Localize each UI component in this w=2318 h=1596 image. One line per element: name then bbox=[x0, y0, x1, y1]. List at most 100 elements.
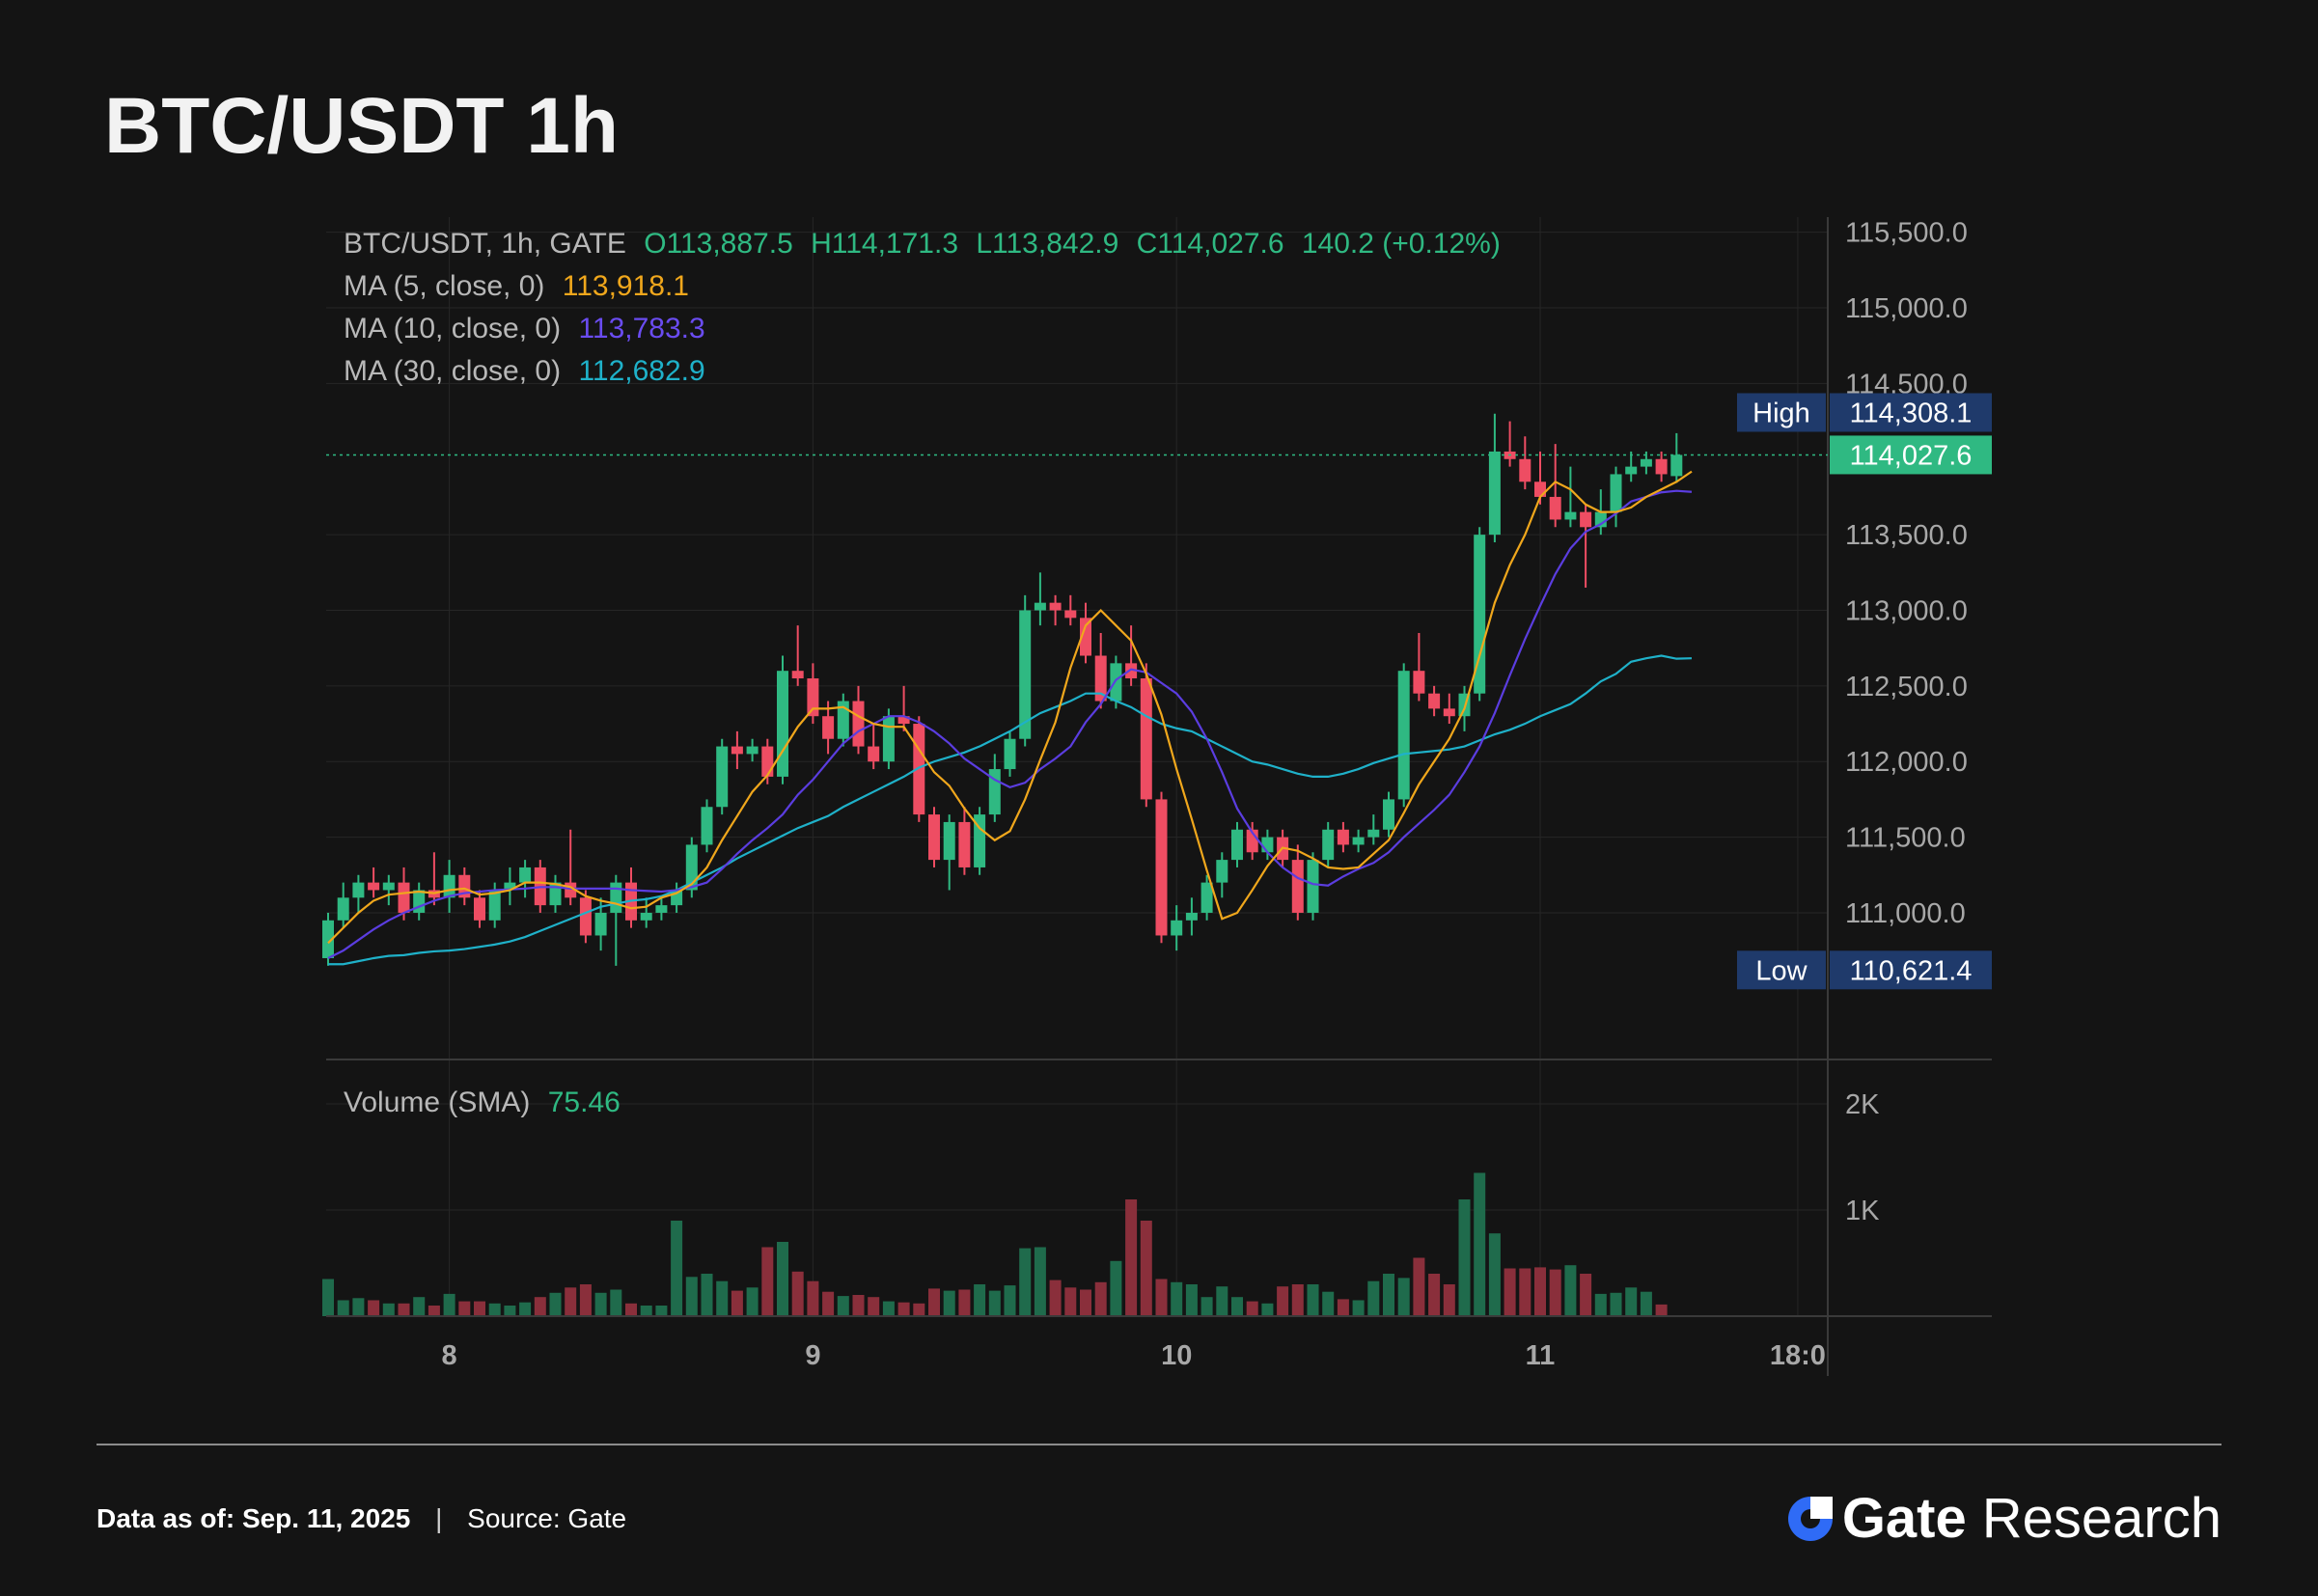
price-tick-label: 111,000.0 bbox=[1845, 898, 1966, 929]
volume-label: Volume (SMA) bbox=[344, 1087, 531, 1118]
moving-averages bbox=[327, 470, 1693, 966]
footer-divider bbox=[97, 1444, 2221, 1445]
volume-bar bbox=[565, 1287, 577, 1316]
volume-bar bbox=[1352, 1300, 1365, 1316]
volume-bar bbox=[504, 1306, 516, 1316]
candle-body bbox=[761, 746, 774, 777]
volume-bar bbox=[1200, 1297, 1213, 1316]
brand-name: Gate bbox=[1841, 1487, 1967, 1550]
last-price-badge-value-bg bbox=[1830, 435, 1992, 475]
high-badge-value-bg bbox=[1830, 393, 1992, 432]
volume-bar bbox=[1655, 1304, 1668, 1316]
legend-ohlc: BTC/USDT, 1h, GATE O113,887.5 H114,171.3… bbox=[344, 228, 1510, 261]
candle-body bbox=[474, 897, 485, 921]
volume-bar bbox=[1534, 1267, 1546, 1316]
brand-logo: Gate Research bbox=[1784, 1486, 2221, 1551]
candle-body bbox=[897, 716, 910, 725]
legend-high: H114,171.3 bbox=[811, 228, 959, 260]
candle-body bbox=[1034, 602, 1046, 611]
legend-ma10: MA (10, close, 0) 113,783.3 bbox=[344, 313, 715, 345]
candle-body bbox=[1049, 602, 1062, 611]
candle-body bbox=[1655, 458, 1668, 475]
candle-body bbox=[1216, 860, 1228, 883]
volume-bar bbox=[1519, 1268, 1532, 1316]
volume-bar bbox=[1443, 1284, 1455, 1316]
price-badges: High 114,308.1 114,027.6 Low 110,621.4 bbox=[326, 393, 1992, 990]
volume-bar bbox=[1185, 1284, 1198, 1316]
candle-body bbox=[1488, 451, 1501, 536]
volume-value: 75.46 bbox=[547, 1087, 621, 1118]
candle-body bbox=[822, 716, 835, 739]
volume-bar bbox=[685, 1277, 698, 1316]
candle-body bbox=[655, 905, 668, 913]
candle-body bbox=[1474, 535, 1486, 694]
high-badge-label: High bbox=[1752, 398, 1810, 428]
footer-info: Data as of: Sep. 11, 2025 | Source: Gate bbox=[97, 1503, 626, 1534]
volume-bar bbox=[1397, 1278, 1410, 1316]
volume-bar bbox=[943, 1290, 955, 1316]
price-tick-label: 112,500.0 bbox=[1845, 672, 1968, 702]
volume-bar bbox=[1428, 1274, 1441, 1316]
volume-bar bbox=[322, 1279, 334, 1316]
candle-body bbox=[1413, 671, 1425, 694]
volume-bar bbox=[655, 1306, 668, 1316]
candle-body bbox=[1110, 663, 1122, 702]
time-tick-label: 8 bbox=[442, 1340, 457, 1371]
ma10-line bbox=[327, 489, 1693, 959]
volume-bar bbox=[413, 1297, 426, 1316]
high-badge-value: 114,308.1 bbox=[1850, 398, 1973, 428]
candle-body bbox=[1307, 860, 1319, 913]
candle-body bbox=[322, 920, 334, 958]
candle-body bbox=[1383, 799, 1394, 830]
candle-body bbox=[685, 844, 698, 891]
candle-body bbox=[1428, 693, 1441, 709]
candle-body bbox=[1322, 829, 1335, 861]
candle-body bbox=[594, 912, 607, 936]
ma30-line bbox=[328, 654, 1693, 966]
candle-body bbox=[1064, 610, 1077, 619]
volume-bar bbox=[1140, 1221, 1152, 1316]
volume-bar bbox=[791, 1271, 804, 1316]
candle-body bbox=[1580, 511, 1592, 528]
volume-bar bbox=[594, 1292, 607, 1316]
high-badge-label-bg bbox=[1737, 393, 1826, 432]
volume-bar bbox=[1155, 1279, 1168, 1316]
volume-bar bbox=[913, 1303, 925, 1316]
candle-body bbox=[852, 701, 865, 747]
volume-bar bbox=[1216, 1286, 1228, 1316]
volume-bar bbox=[837, 1296, 849, 1316]
candle-body bbox=[1610, 474, 1622, 512]
candle-body bbox=[791, 671, 804, 679]
source-label: Source: bbox=[467, 1503, 561, 1533]
price-tick-label: 111,500.0 bbox=[1845, 823, 1966, 854]
volume-bar bbox=[1034, 1247, 1046, 1316]
candle-body bbox=[701, 807, 713, 845]
candle-body bbox=[352, 882, 365, 898]
volume-bar bbox=[549, 1292, 562, 1316]
volume-bar bbox=[868, 1297, 880, 1316]
ma10-value: 113,783.3 bbox=[578, 313, 705, 344]
candle-body bbox=[1155, 799, 1168, 936]
volume-bar bbox=[1019, 1248, 1032, 1316]
volume-bar bbox=[368, 1300, 380, 1316]
volume-bar bbox=[1474, 1172, 1486, 1316]
candle-body bbox=[1337, 829, 1349, 845]
volume-bar bbox=[1610, 1292, 1622, 1316]
low-badge-value: 110,621.4 bbox=[1850, 955, 1973, 986]
candle-body bbox=[746, 746, 759, 755]
candle-body bbox=[1094, 655, 1107, 702]
volume-bar bbox=[534, 1297, 546, 1316]
page-title: BTC/USDT 1h bbox=[104, 82, 619, 170]
legend-change: 140.2 (+0.12%) bbox=[1301, 228, 1501, 260]
volume-bar bbox=[458, 1301, 471, 1316]
volume-bar bbox=[1291, 1284, 1304, 1316]
volume-bar bbox=[352, 1298, 365, 1316]
candle-body bbox=[1125, 663, 1138, 679]
candle-body bbox=[398, 882, 410, 913]
legend-close: C114,027.6 bbox=[1136, 228, 1284, 260]
candle-body bbox=[504, 882, 516, 891]
legend-ma5: MA (5, close, 0) 113,918.1 bbox=[344, 270, 699, 303]
volume-tick-label: 1K bbox=[1845, 1196, 1880, 1226]
candle-body bbox=[1140, 678, 1152, 800]
